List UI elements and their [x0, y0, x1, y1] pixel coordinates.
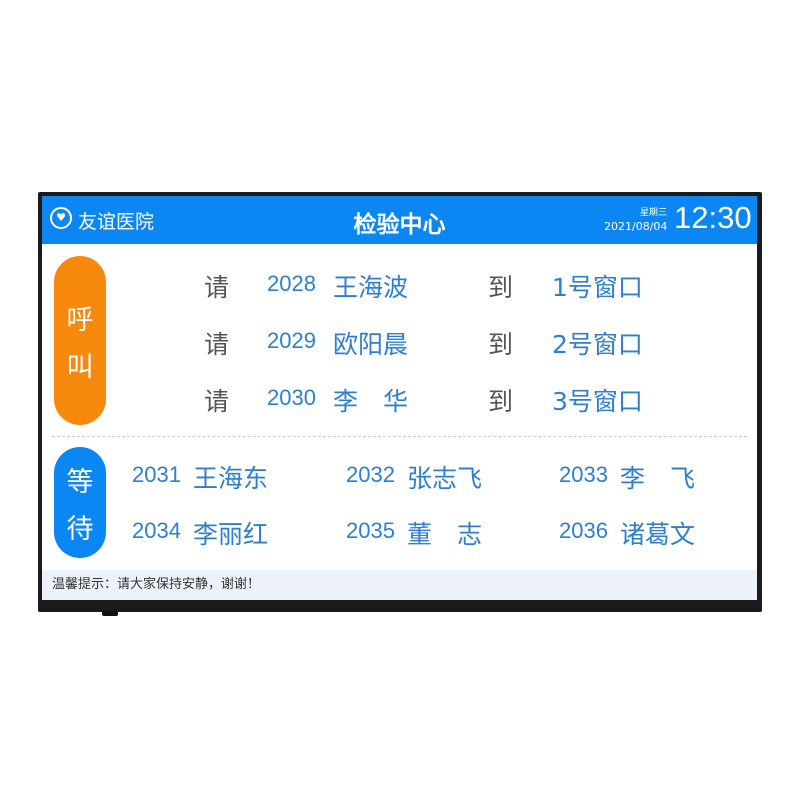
- wait-number: 2032: [346, 462, 395, 487]
- wait-name: 李丽红: [193, 520, 269, 549]
- wait-number: 2036: [559, 518, 608, 543]
- please-text: 请: [204, 330, 230, 359]
- divider: [52, 436, 747, 437]
- call-name: 王海波: [333, 273, 409, 302]
- to-text: 到: [488, 387, 514, 416]
- header: ♥ 友谊医院 检验中心 星期三 2021/08/04 12:30: [42, 196, 757, 244]
- wait-name: 诸葛文: [620, 520, 696, 549]
- to-text: 到: [488, 330, 514, 359]
- call-label-1: 呼: [66, 304, 94, 336]
- please-text: 请: [204, 273, 230, 302]
- to-text: 到: [488, 273, 514, 302]
- call-window: 2号窗口: [552, 330, 643, 359]
- wait-name: 张志飞: [407, 464, 483, 493]
- screen: ♥ 友谊医院 检验中心 星期三 2021/08/04 12:30 呼叫 请 202…: [42, 196, 757, 600]
- date: 2021/08/04: [604, 220, 668, 233]
- wait-number: 2031: [132, 462, 181, 487]
- clock: 12:30: [674, 200, 752, 235]
- call-label: 呼叫: [54, 256, 106, 425]
- weekday: 星期三: [640, 208, 668, 218]
- call-number: 2030: [267, 385, 316, 410]
- call-window: 3号窗口: [552, 387, 643, 416]
- call-name: 李 华: [333, 387, 409, 416]
- wait-number: 2035: [346, 518, 395, 543]
- please-text: 请: [204, 387, 230, 416]
- call-name: 欧阳晨: [333, 330, 409, 359]
- wait-name: 王海东: [193, 464, 269, 493]
- wait-name: 李 飞: [620, 464, 696, 493]
- page-title: 检验中心: [353, 212, 446, 238]
- wait-number: 2034: [132, 518, 181, 543]
- wait-label-1: 等: [66, 466, 94, 498]
- monitor-foot: [102, 611, 118, 616]
- call-window: 1号窗口: [552, 273, 643, 302]
- wait-label: 等待: [54, 447, 106, 558]
- call-number: 2029: [267, 328, 316, 353]
- notice-bar: 温馨提示：请大家保持安静，谢谢！: [42, 570, 757, 600]
- hospital-logo-icon: ♥: [50, 207, 72, 229]
- hospital-name: 友谊医院: [78, 211, 155, 233]
- wait-name: 董 志: [407, 520, 483, 549]
- call-label-2: 叫: [66, 351, 94, 383]
- wait-label-2: 待: [66, 513, 94, 545]
- call-number: 2028: [267, 271, 316, 296]
- wait-number: 2033: [559, 462, 608, 487]
